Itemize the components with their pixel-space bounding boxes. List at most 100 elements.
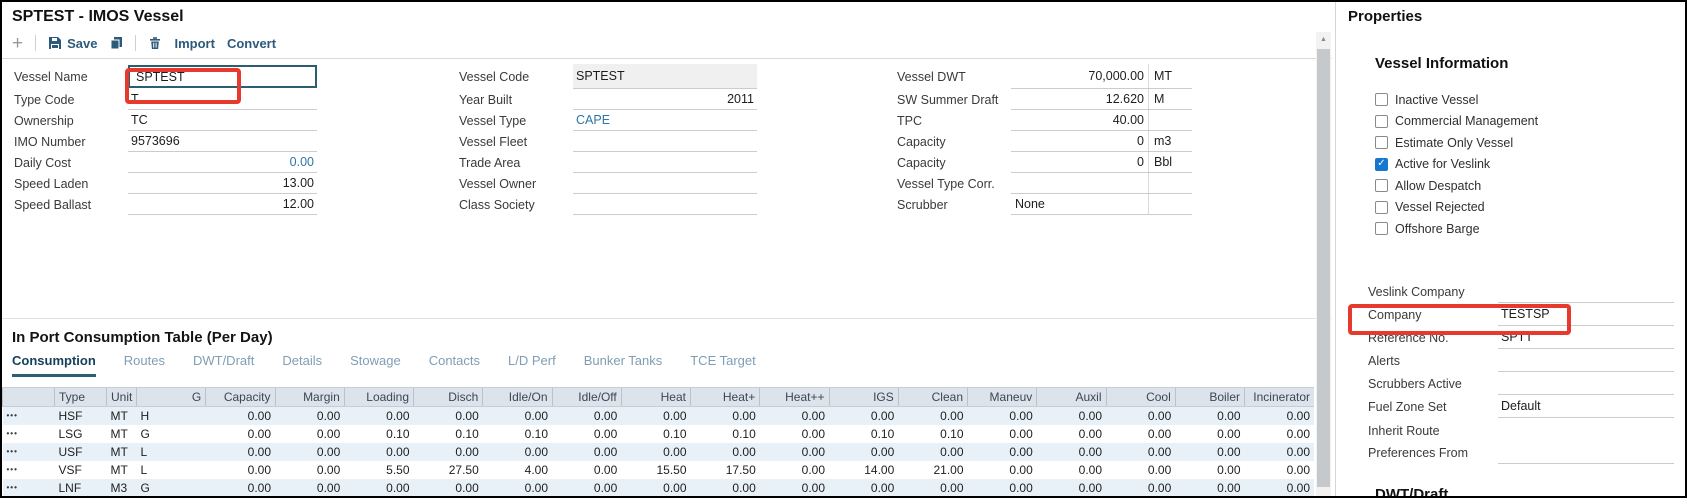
cell-boiler[interactable]: 0.00 xyxy=(1175,478,1245,496)
speed-laden-field[interactable]: 13.00 xyxy=(128,173,317,194)
cell-capacity[interactable]: 0.00 xyxy=(205,478,275,496)
delete-button[interactable] xyxy=(148,36,162,50)
cell-maneuv[interactable]: 0.00 xyxy=(1009,426,1033,441)
cell-loading[interactable]: 0.00 xyxy=(344,478,414,496)
table-row[interactable]: ••• VSF MT L 0.00 0.00 5.50 27.50 4.00 0… xyxy=(3,461,1315,479)
cell-idle-on[interactable]: 0.00 xyxy=(482,406,552,425)
table-row[interactable]: ••• HSF MT H 0.00 0.00 0.00 0.00 0.00 0.… xyxy=(2,406,1314,425)
cell-maneuv[interactable]: 0.00 xyxy=(967,406,1037,425)
vessel-type-corr-field[interactable] xyxy=(1011,173,1148,193)
cell-boiler[interactable]: 0.00 xyxy=(1175,442,1245,461)
cell-heat-plus[interactable]: 0.00 xyxy=(690,406,760,425)
checkbox-row[interactable]: Active for Veslink xyxy=(1375,154,1538,176)
tab[interactable]: DWT/Draft xyxy=(192,353,255,368)
row-menu-icon[interactable]: ••• xyxy=(6,465,18,474)
cell-incinerator[interactable]: 0.00 xyxy=(1286,462,1310,477)
row-menu-icon[interactable]: ••• xyxy=(6,429,18,438)
cell-boiler[interactable]: 0.00 xyxy=(1217,462,1241,477)
scrollbar-thumb[interactable] xyxy=(1317,49,1330,487)
type-code-field[interactable]: T xyxy=(128,89,317,110)
cell-idle-off[interactable]: 0.00 xyxy=(593,426,618,441)
cell-unit[interactable]: MT xyxy=(106,406,137,425)
cell-margin[interactable]: 0.00 xyxy=(316,426,341,441)
cell-loading[interactable]: 0.10 xyxy=(386,426,410,441)
cell-heat-plus[interactable]: 0.10 xyxy=(732,426,756,441)
reference-no-field[interactable]: SPTT xyxy=(1498,326,1674,349)
tpc-field[interactable]: 40.00 xyxy=(1112,113,1144,127)
daily-cost-field[interactable]: 0.00 xyxy=(128,152,317,173)
alerts-field[interactable] xyxy=(1498,349,1674,372)
imo-number-field[interactable]: 9573696 xyxy=(128,131,317,152)
cell-heat-plus-plus[interactable]: 0.00 xyxy=(801,462,825,477)
cell-idle-on[interactable]: 0.00 xyxy=(482,442,552,461)
add-button[interactable]: + xyxy=(12,34,23,53)
cell-clean[interactable]: 0.00 xyxy=(898,406,968,425)
fuel-zone-set-field[interactable]: Default xyxy=(1498,395,1674,418)
checkbox[interactable] xyxy=(1375,114,1388,128)
cell-auxil[interactable]: 0.00 xyxy=(1078,426,1102,441)
cell-margin[interactable]: 0.00 xyxy=(275,442,345,461)
row-menu-icon[interactable]: ••• xyxy=(2,442,55,461)
cell-igs[interactable]: 14.00 xyxy=(864,462,895,477)
sw-summer-draft-field[interactable]: 12.620 xyxy=(1105,92,1144,106)
checkbox-row[interactable]: Commercial Management xyxy=(1375,111,1538,133)
table-row[interactable]: ••• USF MT L 0.00 0.00 0.00 0.00 0.00 0.… xyxy=(2,442,1314,461)
company-field[interactable]: TESTSP xyxy=(1498,303,1674,326)
cell-cool[interactable]: 0.00 xyxy=(1106,406,1176,425)
cell-clean[interactable]: 0.00 xyxy=(898,442,968,461)
cell-capacity[interactable]: 0.00 xyxy=(247,462,271,477)
capacity-m3-field[interactable]: 0 xyxy=(1137,134,1144,148)
cell-unit[interactable]: MT xyxy=(110,462,128,477)
cell-cool[interactable]: 0.00 xyxy=(1147,462,1172,477)
cell-disch[interactable]: 27.50 xyxy=(448,462,479,477)
tab[interactable]: Bunker Tanks xyxy=(583,353,663,368)
cell-g[interactable]: L xyxy=(140,462,148,477)
cell-igs[interactable]: 0.00 xyxy=(829,406,899,425)
cell-margin[interactable]: 0.00 xyxy=(316,462,341,477)
class-society-field[interactable] xyxy=(573,194,757,215)
cell-heat[interactable]: 0.00 xyxy=(621,406,691,425)
cell-idle-off[interactable]: 0.00 xyxy=(552,406,622,425)
cell-igs[interactable]: 0.00 xyxy=(829,442,899,461)
cell-capacity[interactable]: 0.00 xyxy=(205,442,275,461)
cell-clean[interactable]: 0.10 xyxy=(940,426,964,441)
cell-igs[interactable]: 0.10 xyxy=(870,426,895,441)
checkbox-row[interactable]: Vessel Rejected xyxy=(1375,197,1538,219)
checkbox[interactable] xyxy=(1375,93,1388,107)
cell-incinerator[interactable]: 0.00 xyxy=(1244,478,1314,496)
cell-clean[interactable]: 0.00 xyxy=(898,478,968,496)
cell-margin[interactable]: 0.00 xyxy=(275,478,345,496)
checkbox[interactable] xyxy=(1375,157,1388,171)
cell-loading[interactable]: 0.00 xyxy=(344,406,414,425)
cell-disch[interactable]: 0.00 xyxy=(413,406,483,425)
tab[interactable]: Consumption xyxy=(12,353,96,377)
tab[interactable]: Contacts xyxy=(428,353,481,368)
cell-heat-plus[interactable]: 0.00 xyxy=(690,442,760,461)
scrubber-field[interactable]: None xyxy=(1015,197,1045,211)
cell-idle-on[interactable]: 0.00 xyxy=(482,478,552,496)
cell-idle-off[interactable]: 0.00 xyxy=(593,462,618,477)
cell-unit[interactable]: MT xyxy=(106,442,137,461)
vessel-owner-field[interactable] xyxy=(573,173,757,194)
cell-loading[interactable]: 5.50 xyxy=(386,462,410,477)
speed-ballast-field[interactable]: 12.00 xyxy=(128,194,317,215)
cell-unit[interactable]: MT xyxy=(110,426,128,441)
tab[interactable]: TCE Target xyxy=(690,353,756,368)
vessel-dwt-field[interactable]: 70,000.00 xyxy=(1088,69,1144,83)
cell-g[interactable]: L xyxy=(136,442,206,461)
import-button[interactable]: Import xyxy=(174,36,214,51)
row-menu-icon[interactable]: ••• xyxy=(2,406,55,425)
row-menu-icon[interactable]: ••• xyxy=(2,478,55,496)
cell-heat-plus[interactable]: 17.50 xyxy=(725,462,756,477)
cell-auxil[interactable]: 0.00 xyxy=(1036,442,1106,461)
table-row[interactable]: ••• LSG MT G 0.00 0.00 0.10 0.10 0.10 0.… xyxy=(3,425,1315,443)
cell-disch[interactable]: 0.00 xyxy=(413,478,483,496)
ownership-field[interactable]: TC xyxy=(128,110,317,131)
cell-heat-plus-plus[interactable]: 0.00 xyxy=(759,442,829,461)
convert-button[interactable]: Convert xyxy=(227,36,276,51)
cell-disch[interactable]: 0.00 xyxy=(413,442,483,461)
trade-area-field[interactable] xyxy=(573,152,757,173)
cell-type[interactable]: USF xyxy=(54,442,107,461)
tab[interactable]: L/D Perf xyxy=(508,353,556,368)
copy-button[interactable] xyxy=(109,36,123,50)
